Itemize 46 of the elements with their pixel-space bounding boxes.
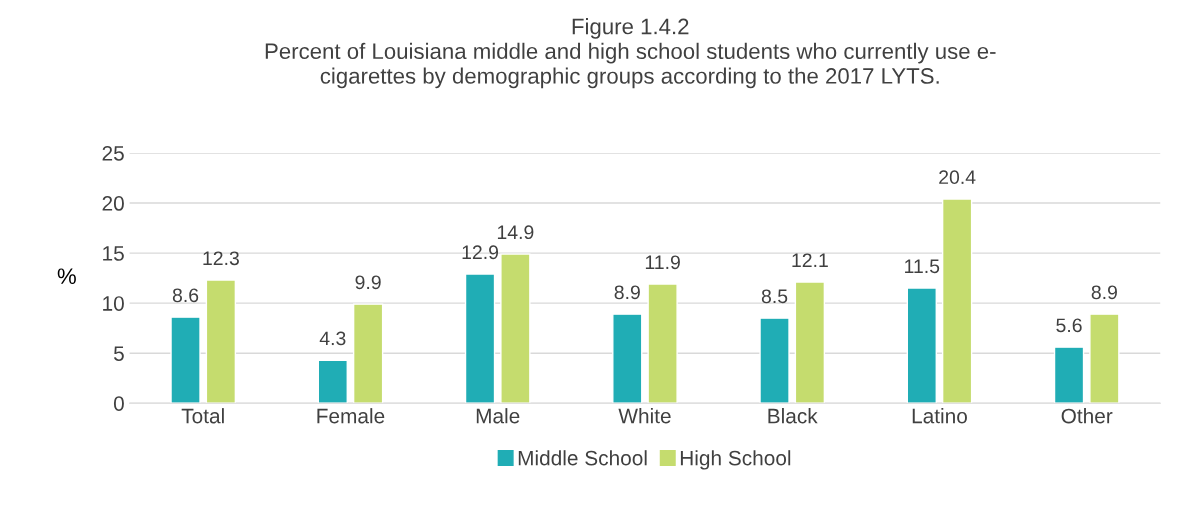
bar <box>612 313 643 404</box>
bar <box>317 359 348 404</box>
data-label: 12.9 <box>462 245 499 260</box>
bar <box>205 279 237 404</box>
bar <box>1089 313 1120 404</box>
chart-title: Figure 1.4.2 <box>572 18 689 39</box>
data-label: 12.3 <box>203 251 239 266</box>
data-label: 20.4 <box>939 170 976 185</box>
data-label: 4.3 <box>319 331 346 346</box>
data-label: 11.9 <box>645 255 680 270</box>
data-label: 8.9 <box>1091 285 1117 300</box>
y-tick-label: 0 <box>113 396 124 411</box>
data-label: 8.5 <box>761 289 788 304</box>
bar <box>464 273 496 404</box>
legend-label: High School <box>680 450 791 470</box>
chart-subtitle: Percent of Louisiana middle and high school students who currently use e- cigarettes by demographic groups according to the 2017 LYTS. <box>265 42 996 89</box>
bar <box>170 316 201 404</box>
y-tick-label: 10 <box>103 296 124 311</box>
x-tick-label: Latino <box>912 408 967 424</box>
x-tick-label: White <box>618 408 671 424</box>
bar <box>647 283 678 404</box>
legend-label: Middle School <box>518 450 647 466</box>
bar <box>794 281 826 404</box>
y-tick-label: 25 <box>102 145 124 161</box>
y-tick-label: 20 <box>102 196 124 211</box>
bar <box>941 198 973 404</box>
x-tick-label: Black <box>768 408 818 424</box>
data-label: 5.6 <box>1056 318 1082 333</box>
y-tick-label: 15 <box>103 246 124 261</box>
data-label: 9.9 <box>355 275 381 290</box>
x-tick-label: Other <box>1061 408 1113 424</box>
y-tick-label: 5 <box>113 346 124 361</box>
x-tick-label: Male <box>476 408 520 424</box>
bar <box>500 253 531 404</box>
data-label: 8.9 <box>614 285 640 300</box>
data-label: 11.5 <box>905 259 940 274</box>
data-label: 12.1 <box>792 253 828 267</box>
data-label: 14.9 <box>497 225 534 240</box>
bar <box>352 303 384 404</box>
bar <box>906 287 937 404</box>
bar <box>759 317 790 404</box>
bar <box>1053 346 1085 404</box>
x-tick-label: Total <box>181 408 224 424</box>
y-axis-title: % <box>57 268 76 284</box>
data-label: 8.6 <box>172 288 199 303</box>
x-tick-label: Female <box>317 408 385 424</box>
